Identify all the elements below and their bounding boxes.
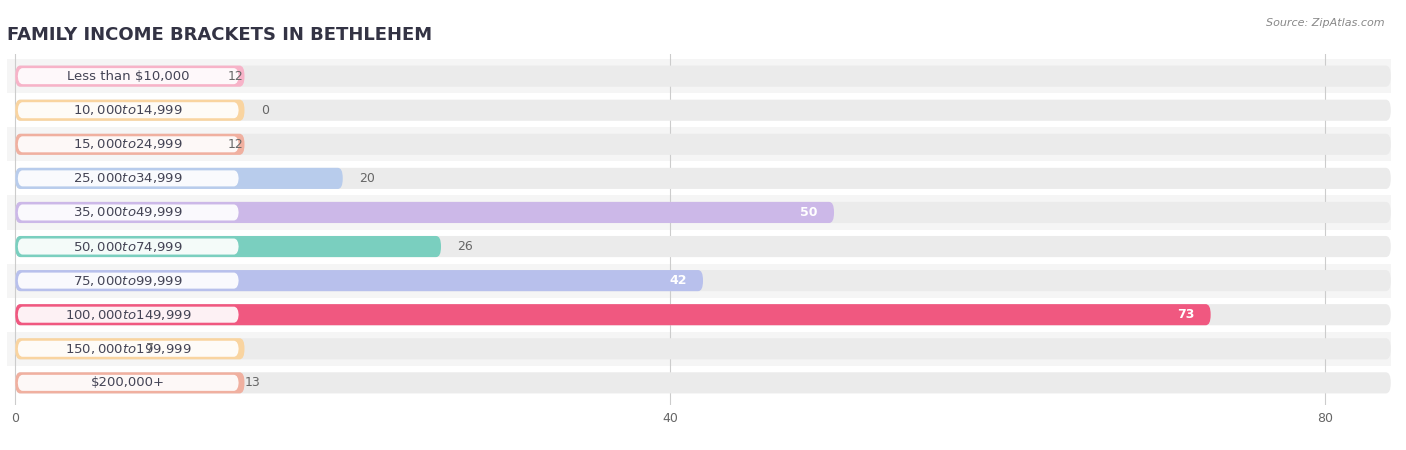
FancyBboxPatch shape: [18, 68, 239, 84]
FancyBboxPatch shape: [15, 304, 1211, 325]
FancyBboxPatch shape: [15, 66, 1391, 87]
FancyBboxPatch shape: [15, 66, 245, 87]
Text: $100,000 to $149,999: $100,000 to $149,999: [65, 308, 191, 322]
Text: FAMILY INCOME BRACKETS IN BETHLEHEM: FAMILY INCOME BRACKETS IN BETHLEHEM: [7, 26, 432, 44]
FancyBboxPatch shape: [15, 134, 245, 155]
FancyBboxPatch shape: [7, 59, 1391, 93]
FancyBboxPatch shape: [18, 171, 239, 186]
Text: 13: 13: [245, 376, 260, 389]
FancyBboxPatch shape: [18, 238, 239, 255]
FancyBboxPatch shape: [18, 341, 239, 357]
FancyBboxPatch shape: [7, 366, 1391, 400]
Text: 20: 20: [359, 172, 375, 185]
Text: 12: 12: [228, 138, 243, 151]
FancyBboxPatch shape: [15, 168, 1391, 189]
Text: 0: 0: [262, 104, 269, 117]
FancyBboxPatch shape: [15, 236, 1391, 257]
FancyBboxPatch shape: [7, 195, 1391, 230]
Text: $15,000 to $24,999: $15,000 to $24,999: [73, 137, 183, 151]
Text: $10,000 to $14,999: $10,000 to $14,999: [73, 103, 183, 117]
FancyBboxPatch shape: [15, 304, 1391, 325]
FancyBboxPatch shape: [15, 236, 441, 257]
FancyBboxPatch shape: [18, 273, 239, 288]
FancyBboxPatch shape: [7, 93, 1391, 127]
FancyBboxPatch shape: [15, 372, 1391, 393]
FancyBboxPatch shape: [18, 136, 239, 152]
FancyBboxPatch shape: [15, 99, 1391, 121]
FancyBboxPatch shape: [7, 230, 1391, 264]
FancyBboxPatch shape: [15, 202, 834, 223]
Text: 73: 73: [1177, 308, 1194, 321]
FancyBboxPatch shape: [15, 202, 1391, 223]
FancyBboxPatch shape: [15, 168, 343, 189]
Text: $200,000+: $200,000+: [91, 376, 166, 389]
FancyBboxPatch shape: [15, 99, 245, 121]
FancyBboxPatch shape: [7, 264, 1391, 297]
Text: Less than $10,000: Less than $10,000: [67, 70, 190, 83]
FancyBboxPatch shape: [18, 307, 239, 323]
FancyBboxPatch shape: [15, 372, 245, 393]
Text: $25,000 to $34,999: $25,000 to $34,999: [73, 171, 183, 185]
Text: 7: 7: [146, 342, 155, 355]
FancyBboxPatch shape: [18, 375, 239, 391]
Text: $150,000 to $199,999: $150,000 to $199,999: [65, 342, 191, 356]
Text: 12: 12: [228, 70, 243, 83]
FancyBboxPatch shape: [18, 204, 239, 220]
Text: $50,000 to $74,999: $50,000 to $74,999: [73, 239, 183, 253]
FancyBboxPatch shape: [15, 134, 1391, 155]
Text: 50: 50: [800, 206, 818, 219]
FancyBboxPatch shape: [7, 127, 1391, 162]
FancyBboxPatch shape: [7, 162, 1391, 195]
FancyBboxPatch shape: [7, 297, 1391, 332]
Text: 42: 42: [669, 274, 686, 287]
FancyBboxPatch shape: [15, 338, 1391, 360]
Text: $75,000 to $99,999: $75,000 to $99,999: [73, 274, 183, 288]
FancyBboxPatch shape: [15, 270, 703, 291]
FancyBboxPatch shape: [18, 102, 239, 118]
Text: $35,000 to $49,999: $35,000 to $49,999: [73, 206, 183, 220]
Text: Source: ZipAtlas.com: Source: ZipAtlas.com: [1267, 18, 1385, 28]
FancyBboxPatch shape: [7, 332, 1391, 366]
FancyBboxPatch shape: [15, 338, 245, 360]
FancyBboxPatch shape: [15, 270, 1391, 291]
Text: 26: 26: [457, 240, 472, 253]
